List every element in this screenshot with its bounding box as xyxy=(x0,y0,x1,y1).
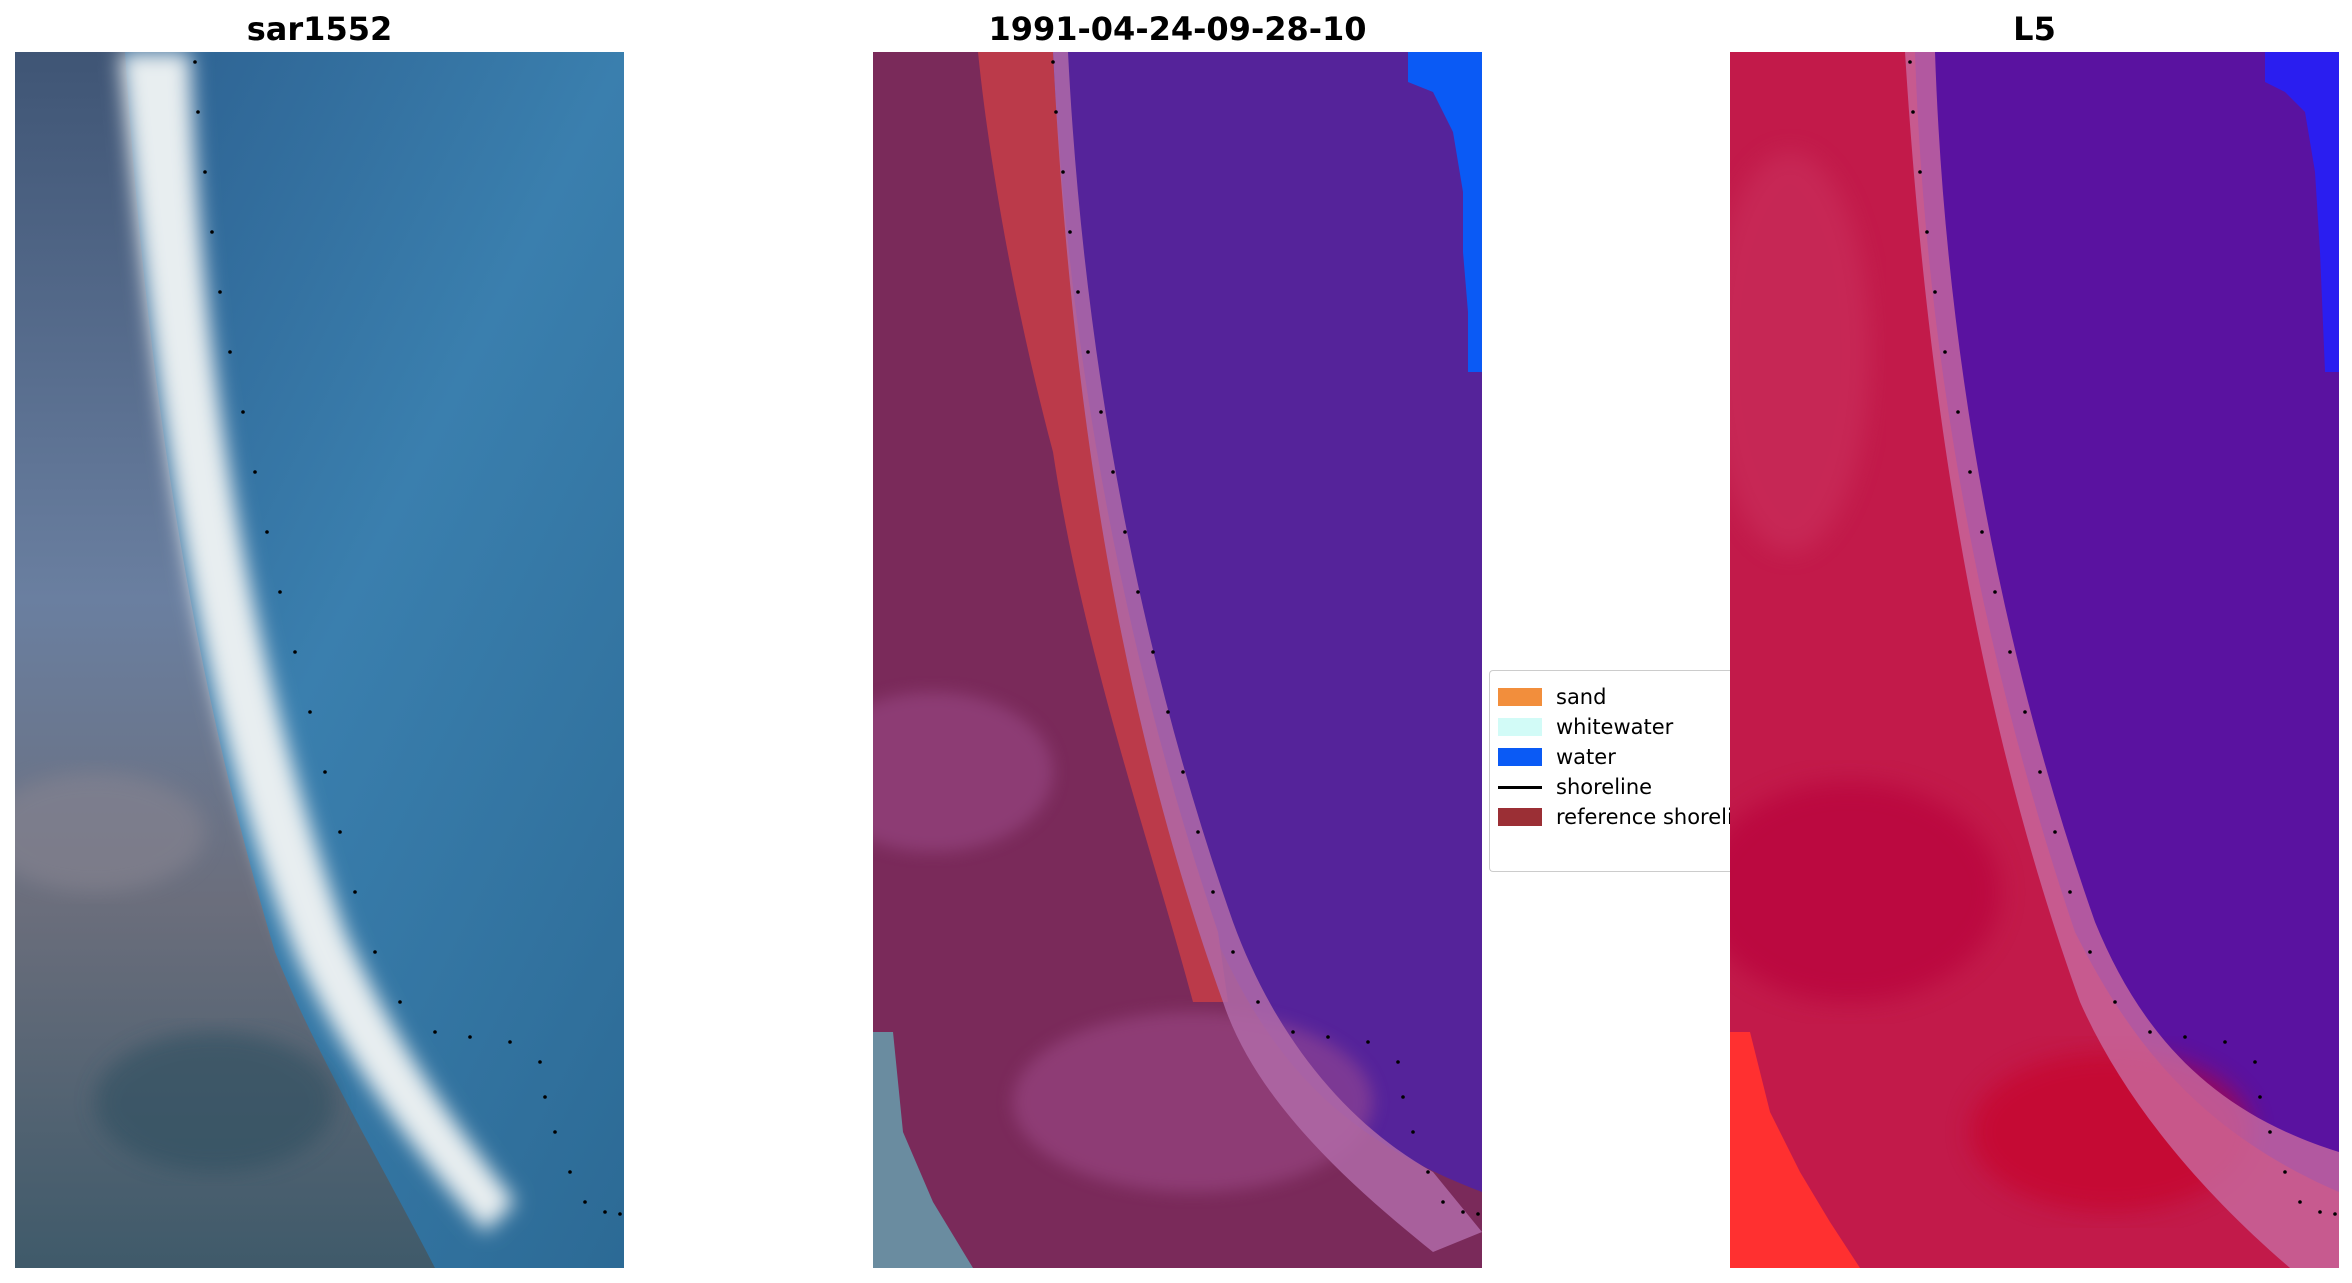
legend-label: shoreline xyxy=(1556,775,1653,799)
satellite-image-panel xyxy=(15,52,624,1268)
L5-panel xyxy=(1730,52,2339,1268)
legend: sand whitewater water shoreline referenc… xyxy=(1489,670,1733,872)
sand-swatch xyxy=(1498,688,1542,706)
shoreline-dots xyxy=(193,60,622,1216)
legend-item-whitewater: whitewater xyxy=(1498,712,1673,742)
legend-label: whitewater xyxy=(1556,715,1674,739)
whitewater-swatch xyxy=(1498,718,1542,736)
L5-map xyxy=(1730,52,2339,1268)
legend-label: water xyxy=(1556,745,1616,769)
panel-title-L5: L5 xyxy=(2013,10,2056,48)
classification-panel xyxy=(873,52,1482,1268)
panel-title-classification: 1991-04-24-09-28-10 xyxy=(988,10,1367,48)
satellite-image xyxy=(15,52,624,1268)
reference-shoreline-swatch xyxy=(1498,808,1542,826)
legend-item-water: water xyxy=(1498,742,1616,772)
shoreline-dots xyxy=(1908,60,2337,1216)
legend-item-shoreline: shoreline xyxy=(1498,772,1652,802)
panel-title-image: sar1552 xyxy=(246,10,393,48)
legend-item-reference-shoreline: reference shoreli xyxy=(1498,802,1733,832)
legend-label: sand xyxy=(1556,685,1607,709)
legend-item-sand: sand xyxy=(1498,682,1606,712)
classification-map xyxy=(873,52,1482,1268)
shoreline-dots xyxy=(1051,60,1480,1216)
water-swatch xyxy=(1498,748,1542,766)
shoreline-swatch xyxy=(1498,785,1542,789)
legend-label: reference shoreli xyxy=(1556,805,1733,829)
